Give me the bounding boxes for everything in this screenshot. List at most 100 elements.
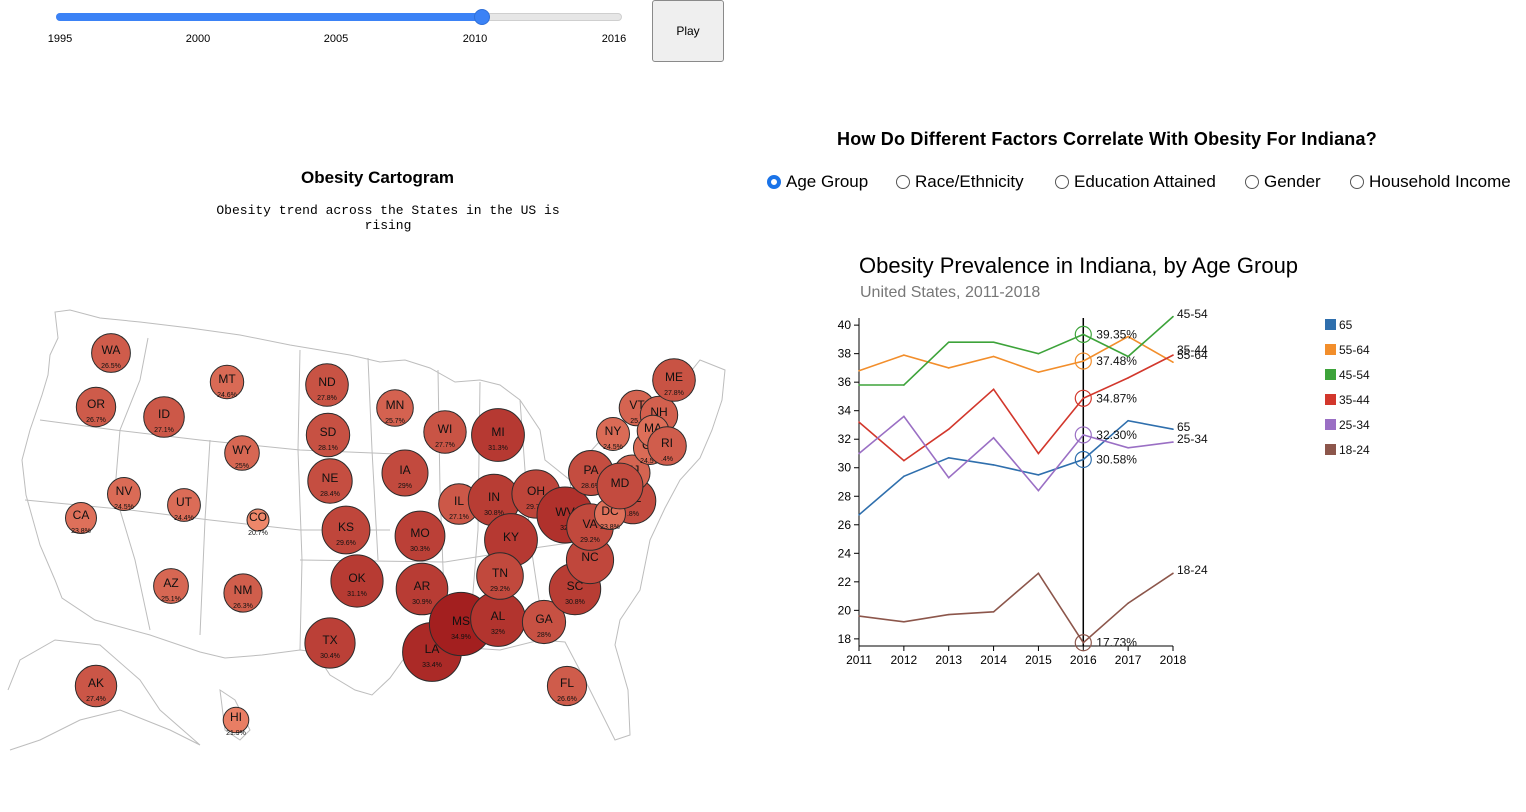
- state-bubble-wi[interactable]: WI 27.7%: [423, 410, 467, 454]
- radio-button[interactable]: [1245, 175, 1259, 189]
- state-circle[interactable]: [305, 412, 351, 458]
- state-circle[interactable]: [381, 449, 429, 497]
- radio-age-group[interactable]: Age Group: [767, 172, 868, 192]
- radio-household-income[interactable]: Household Income: [1350, 172, 1511, 192]
- radio-gender[interactable]: Gender: [1245, 172, 1321, 192]
- play-button[interactable]: Play: [652, 0, 724, 62]
- state-bubble-co[interactable]: CO 20.7%: [246, 508, 270, 537]
- state-bubble-mt[interactable]: MT 24.6%: [209, 364, 245, 400]
- state-circle[interactable]: [153, 568, 189, 604]
- state-circle[interactable]: [476, 552, 524, 600]
- state-bubble-al[interactable]: AL 32%: [470, 591, 526, 647]
- x-tick-label: 2017: [1115, 653, 1142, 667]
- state-circle[interactable]: [75, 386, 117, 428]
- state-bubble-ga[interactable]: GA 28%: [521, 599, 567, 645]
- state-circle[interactable]: [222, 706, 250, 734]
- state-bubble-md[interactable]: MD: [596, 462, 644, 510]
- state-bubble-ny[interactable]: NY 24.5%: [596, 417, 630, 452]
- state-abbr-label: KY: [503, 530, 519, 544]
- state-circle[interactable]: [330, 554, 384, 608]
- state-circle[interactable]: [596, 417, 630, 451]
- state-bubble-nv[interactable]: NV 24.5%: [107, 477, 141, 512]
- state-circle[interactable]: [471, 408, 525, 462]
- state-bubble-mo[interactable]: MO 30.3%: [394, 510, 446, 562]
- data-point: [1172, 428, 1174, 431]
- data-point: [903, 384, 905, 386]
- state-bubble-ca[interactable]: CA 23.8%: [65, 502, 97, 536]
- data-point: [1127, 335, 1129, 338]
- state-bubble-ne[interactable]: NE 28.4%: [307, 458, 353, 504]
- cartogram-subtitle: Obesity trend across the States in the U…: [216, 203, 560, 233]
- y-tick-label: 34: [838, 404, 852, 418]
- state-circle[interactable]: [167, 488, 201, 522]
- state-circle[interactable]: [652, 358, 696, 402]
- year-slider-thumb[interactable]: [474, 9, 491, 25]
- state-circle[interactable]: [107, 477, 141, 511]
- state-bubble-ri[interactable]: RI .4%: [647, 426, 687, 466]
- state-value-label: 30.4%: [320, 653, 340, 660]
- state-bubble-nc[interactable]: NC: [565, 535, 615, 585]
- state-bubble-ks[interactable]: KS 29.6%: [321, 505, 371, 555]
- state-bubble-az[interactable]: AZ 25.1%: [153, 568, 189, 604]
- radio-education-attained[interactable]: Education Attained: [1055, 172, 1216, 192]
- state-bubble-mi[interactable]: MI 31.3%: [471, 408, 525, 462]
- state-circle[interactable]: [91, 333, 131, 373]
- state-bubble-id[interactable]: ID 27.1%: [143, 396, 185, 438]
- state-bubble-ar[interactable]: AR 30.9%: [395, 562, 449, 616]
- state-bubble-ut[interactable]: UT 24.4%: [167, 488, 201, 522]
- state-bubble-nd[interactable]: ND 27.8%: [305, 363, 349, 407]
- state-value-label: 29%: [398, 483, 412, 490]
- legend-swatch: [1325, 344, 1336, 355]
- state-circle[interactable]: [143, 396, 185, 438]
- state-bubble-nm[interactable]: NM 26.3%: [223, 573, 263, 613]
- state-circle[interactable]: [223, 573, 263, 613]
- state-bubble-in[interactable]: IN 30.8%: [467, 473, 521, 527]
- state-bubble-tx[interactable]: TX 30.4%: [304, 617, 356, 669]
- state-bubble-tn[interactable]: TN 29.2%: [476, 552, 524, 600]
- radio-race-ethnicity[interactable]: Race/Ethnicity: [896, 172, 1024, 192]
- state-bubble-or[interactable]: OR 26.7%: [75, 386, 117, 428]
- state-circle[interactable]: [546, 665, 588, 707]
- state-bubble-sd[interactable]: SD 28.1%: [305, 412, 351, 458]
- state-circle[interactable]: [304, 617, 356, 669]
- state-bubble-ia[interactable]: IA 29%: [381, 449, 429, 497]
- data-point: [1172, 361, 1174, 364]
- state-circle[interactable]: [395, 562, 449, 616]
- y-tick-label: 24: [838, 546, 852, 560]
- x-tick-label: 2013: [935, 653, 962, 667]
- data-point: [1037, 489, 1040, 492]
- state-circle[interactable]: [74, 664, 118, 708]
- state-bubble-ok[interactable]: OK 31.1%: [330, 554, 384, 608]
- state-circle[interactable]: [321, 505, 371, 555]
- state-circle[interactable]: [224, 435, 260, 471]
- state-circle[interactable]: [521, 599, 567, 645]
- state-bubble-fl[interactable]: FL 26.6%: [546, 665, 588, 707]
- state-circle[interactable]: [246, 508, 270, 532]
- state-abbr-label: NC: [581, 550, 599, 564]
- series-end-label: 25-34: [1177, 432, 1208, 446]
- hover-marker: [1074, 325, 1092, 343]
- state-bubble-hi[interactable]: HI 21.9%: [222, 706, 250, 737]
- radio-button[interactable]: [896, 175, 910, 189]
- state-circle[interactable]: [209, 364, 245, 400]
- state-value-label: 32%: [491, 629, 505, 636]
- state-abbr-label: TN: [492, 566, 508, 580]
- state-circle[interactable]: [596, 462, 644, 510]
- state-circle[interactable]: [65, 502, 97, 534]
- radio-button[interactable]: [1055, 175, 1069, 189]
- state-bubble-me[interactable]: ME 27.8%: [652, 358, 696, 402]
- state-circle[interactable]: [423, 410, 467, 454]
- data-point: [858, 384, 860, 386]
- state-circle[interactable]: [647, 426, 687, 466]
- radio-button[interactable]: [1350, 175, 1364, 189]
- legend-swatch: [1325, 369, 1336, 380]
- state-bubble-ak[interactable]: AK 27.4%: [74, 664, 118, 708]
- state-circle[interactable]: [307, 458, 353, 504]
- state-bubble-wa[interactable]: WA 26.5%: [91, 333, 131, 373]
- radio-button-checked[interactable]: [767, 175, 781, 189]
- state-circle[interactable]: [376, 389, 414, 427]
- state-bubble-mn[interactable]: MN 25.7%: [376, 389, 414, 427]
- state-bubble-wy[interactable]: WY 25%: [224, 435, 260, 471]
- state-circle[interactable]: [305, 363, 349, 407]
- state-circle[interactable]: [394, 510, 446, 562]
